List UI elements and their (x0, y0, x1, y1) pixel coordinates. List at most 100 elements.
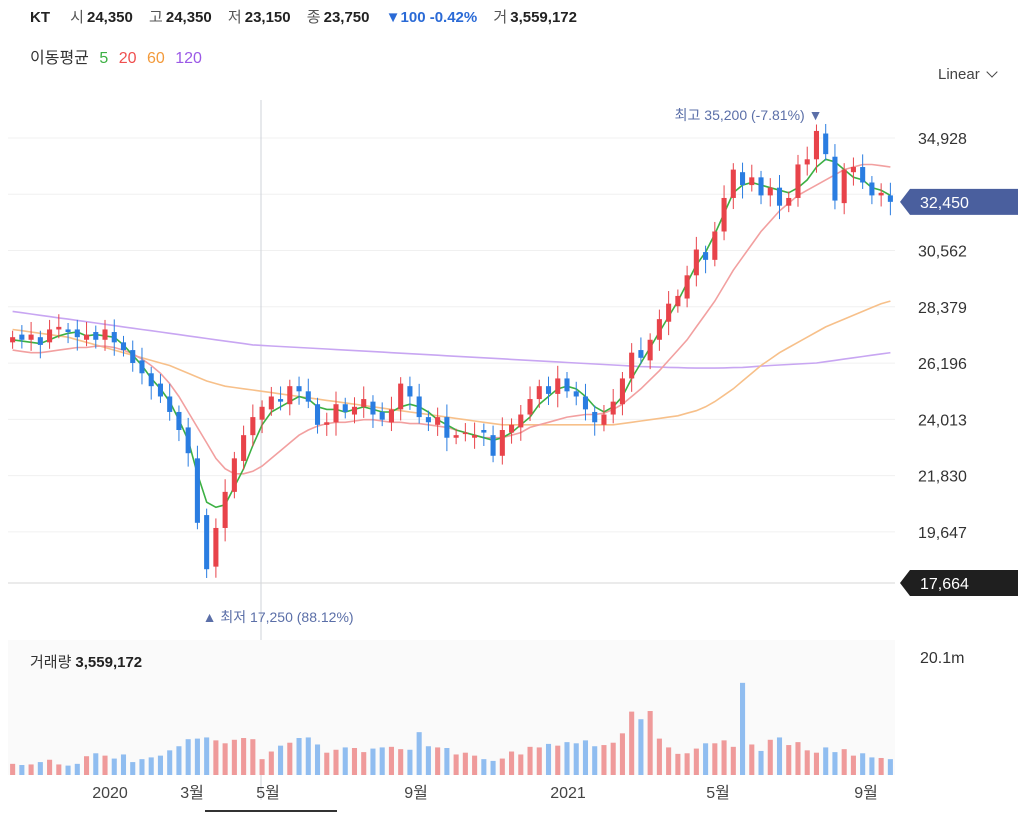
volume-bar[interactable] (758, 750, 764, 775)
volume-bar[interactable] (296, 738, 302, 775)
volume-bar[interactable] (675, 753, 681, 775)
volume-bar[interactable] (712, 743, 718, 775)
volume-bar[interactable] (472, 755, 478, 775)
volume-bar[interactable] (730, 746, 736, 775)
volume-bar[interactable] (860, 753, 866, 775)
volume-bar[interactable] (878, 757, 884, 775)
volume-bar[interactable] (56, 764, 62, 775)
candle[interactable] (287, 386, 293, 405)
volume-bar[interactable] (444, 748, 450, 775)
candle[interactable] (767, 187, 773, 196)
volume-bar[interactable] (65, 765, 71, 775)
candle[interactable] (296, 386, 302, 392)
candle[interactable] (268, 396, 274, 410)
candle[interactable] (370, 401, 376, 415)
candle[interactable] (56, 326, 62, 330)
volume-bar[interactable] (241, 738, 247, 775)
volume-bar[interactable] (832, 752, 838, 775)
candle[interactable] (148, 373, 154, 387)
volume-bar[interactable] (157, 755, 163, 775)
candle[interactable] (536, 386, 542, 400)
candle[interactable] (333, 404, 339, 423)
candle[interactable] (435, 417, 441, 425)
candle[interactable] (342, 404, 348, 412)
candle[interactable] (555, 378, 561, 394)
volume-bar[interactable] (102, 755, 108, 775)
candle[interactable] (176, 411, 182, 430)
volume-bar[interactable] (370, 748, 376, 775)
candle[interactable] (444, 417, 450, 438)
volume-bar[interactable] (582, 740, 589, 775)
candle[interactable] (730, 169, 736, 198)
candle[interactable] (361, 399, 367, 407)
candle[interactable] (776, 187, 783, 206)
volume-bar[interactable] (509, 751, 515, 775)
candle[interactable] (582, 396, 589, 410)
candle[interactable] (656, 319, 662, 340)
candle[interactable] (619, 378, 625, 405)
candle[interactable] (629, 352, 635, 379)
ma60-legend[interactable]: 60 (146, 50, 165, 67)
volume-bar[interactable] (887, 759, 893, 775)
candle[interactable] (638, 350, 644, 358)
volume-bar[interactable] (19, 765, 25, 775)
volume-bar[interactable] (83, 756, 90, 775)
candle[interactable] (481, 430, 487, 433)
volume-bar[interactable] (139, 759, 145, 775)
candle[interactable] (693, 249, 699, 276)
candle[interactable] (666, 303, 672, 322)
candle[interactable] (204, 515, 210, 570)
candle[interactable] (324, 422, 330, 425)
volume-bar[interactable] (462, 752, 468, 775)
ma5-legend[interactable]: 5 (99, 50, 109, 67)
volume-bar[interactable] (666, 747, 672, 775)
candle[interactable] (869, 182, 875, 196)
volume-bar[interactable] (111, 758, 117, 775)
volume-bar[interactable] (388, 746, 394, 775)
volume-bar[interactable] (592, 746, 598, 775)
volume-bar[interactable] (518, 754, 524, 775)
volume-bar[interactable] (786, 745, 792, 775)
candle[interactable] (28, 334, 34, 340)
volume-bar[interactable] (222, 743, 228, 775)
candle[interactable] (194, 458, 200, 523)
volume-bar[interactable] (425, 746, 431, 775)
volume-bar[interactable] (120, 754, 127, 775)
candle[interactable] (712, 231, 718, 260)
candle[interactable] (65, 329, 71, 333)
volume-bar[interactable] (74, 763, 80, 775)
volume-bar[interactable] (703, 743, 709, 775)
candle[interactable] (222, 491, 228, 528)
candle[interactable] (130, 350, 136, 363)
ma120-legend[interactable]: 120 (175, 50, 202, 67)
volume-bar[interactable] (749, 744, 755, 775)
candle[interactable] (795, 164, 801, 198)
volume-bar[interactable] (324, 752, 330, 775)
volume-bar[interactable] (804, 750, 810, 775)
volume-bar[interactable] (453, 754, 459, 775)
candle[interactable] (157, 383, 163, 397)
candle[interactable] (37, 337, 43, 345)
volume-bar[interactable] (333, 749, 339, 775)
candle[interactable] (74, 329, 80, 338)
volume-bar[interactable] (573, 743, 579, 775)
volume-bar[interactable] (314, 744, 321, 775)
volume-bar[interactable] (527, 746, 533, 775)
volume-bar[interactable] (823, 747, 829, 775)
volume-bar[interactable] (638, 719, 644, 775)
candle[interactable] (749, 177, 755, 186)
candle[interactable] (573, 391, 579, 397)
candle[interactable] (850, 167, 856, 173)
volume-bar[interactable] (361, 752, 367, 775)
candle[interactable] (213, 527, 219, 567)
candle[interactable] (740, 172, 746, 186)
candle[interactable] (490, 435, 496, 456)
candle[interactable] (388, 409, 394, 423)
candle[interactable] (314, 404, 321, 425)
candle[interactable] (407, 386, 413, 397)
volume-bar[interactable] (379, 747, 385, 775)
volume-bar[interactable] (259, 759, 265, 775)
candle[interactable] (703, 252, 709, 260)
candle[interactable] (231, 458, 237, 492)
